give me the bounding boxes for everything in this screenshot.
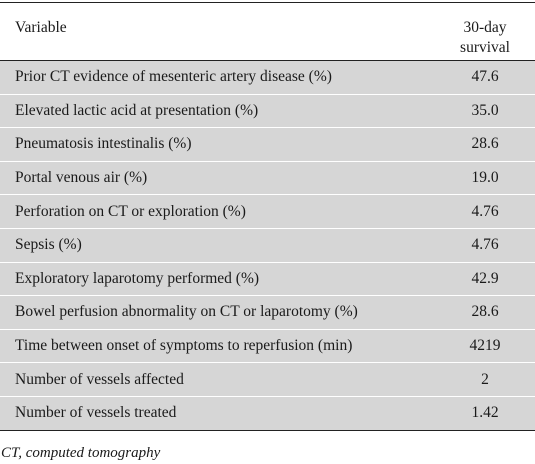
table-footnote: CT, computed tomography	[1, 445, 161, 461]
row-value: 47.6	[439, 61, 535, 95]
row-value: 28.6	[439, 296, 535, 330]
survival-table: Variable 30-day survival Prior CT eviden…	[0, 2, 535, 431]
row-label: Exploratory laparotomy performed (%)	[0, 262, 439, 297]
row-label: Elevated lactic acid at presentation (%)	[0, 94, 439, 129]
row-label: Number of vessels treated	[0, 396, 439, 431]
header-value-line2: survival	[460, 39, 510, 56]
row-value: 42.9	[439, 262, 535, 297]
row-value: 4.76	[439, 195, 535, 229]
table-row: Number of vessels affected 2	[0, 363, 535, 397]
table-row: Perforation on CT or exploration (%) 4.7…	[0, 195, 535, 229]
table-row: Number of vessels treated 1.42	[0, 396, 535, 431]
table-row: Exploratory laparotomy performed (%) 42.…	[0, 262, 535, 297]
header-30-day-survival: 30-day survival	[439, 2, 535, 61]
table-header: Variable 30-day survival	[0, 2, 535, 61]
row-label: Number of vessels affected	[0, 363, 439, 397]
row-value: 2	[439, 363, 535, 397]
table-row: Time between onset of symptoms to reperf…	[0, 329, 535, 364]
row-value: 35.0	[439, 94, 535, 129]
table-body: Prior CT evidence of mesenteric artery d…	[0, 61, 535, 431]
row-value: 19.0	[439, 161, 535, 196]
table-row: Elevated lactic acid at presentation (%)…	[0, 94, 535, 129]
row-label: Perforation on CT or exploration (%)	[0, 195, 439, 229]
header-row: Variable 30-day survival	[0, 2, 535, 61]
row-label: Portal venous air (%)	[0, 161, 439, 196]
row-value: 1.42	[439, 396, 535, 431]
row-label: Time between onset of symptoms to reperf…	[0, 329, 439, 364]
table-row: Bowel perfusion abnormality on CT or lap…	[0, 296, 535, 330]
row-label: Prior CT evidence of mesenteric artery d…	[0, 61, 439, 95]
header-value-line1: 30-day	[463, 19, 507, 36]
table-row: Sepsis (%) 4.76	[0, 228, 535, 263]
table-row: Prior CT evidence of mesenteric artery d…	[0, 61, 535, 95]
row-label: Bowel perfusion abnormality on CT or lap…	[0, 296, 439, 330]
header-variable: Variable	[0, 2, 439, 61]
row-label: Sepsis (%)	[0, 228, 439, 263]
table-row: Portal venous air (%) 19.0	[0, 161, 535, 196]
row-value: 4219	[439, 329, 535, 364]
table-row: Pneumatosis intestinalis (%) 28.6	[0, 128, 535, 162]
row-value: 28.6	[439, 128, 535, 162]
row-label: Pneumatosis intestinalis (%)	[0, 128, 439, 162]
row-value: 4.76	[439, 228, 535, 263]
